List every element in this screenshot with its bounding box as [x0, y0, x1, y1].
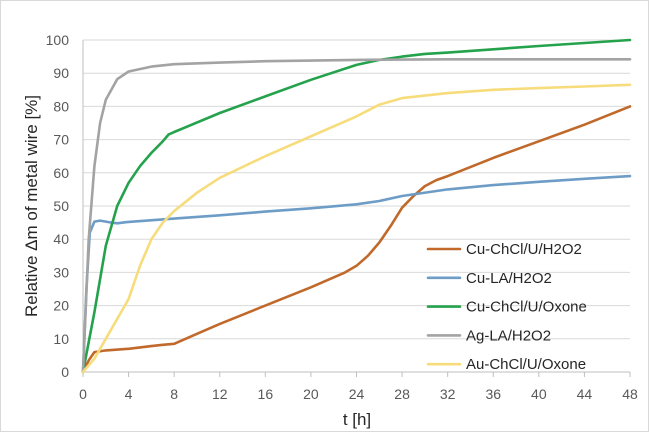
x-tick-label: 0: [79, 386, 87, 402]
x-tick-label: 12: [212, 386, 228, 402]
y-tick-labels: 0 10 20 30 40 50 60 70 80 90 100: [46, 32, 70, 380]
y-tick-label: 70: [53, 132, 69, 148]
y-tick-label: 80: [53, 98, 69, 114]
x-tick-label: 16: [258, 386, 274, 402]
legend: Cu-ChCl/U/H2O2 Cu-LA/H2O2 Cu-ChCl/U/Oxone A…: [426, 241, 587, 373]
y-tick-label: 10: [53, 331, 69, 347]
x-tick-label: 4: [125, 386, 133, 402]
y-tick-label: 100: [46, 32, 70, 48]
axes: [82, 40, 631, 377]
x-tick-label: 20: [303, 386, 319, 402]
series-line: [81, 38, 632, 374]
y-tick-label: 30: [53, 264, 69, 280]
series-line: [81, 83, 632, 374]
y-tick-label: 90: [53, 65, 69, 81]
y-tick-label: 50: [53, 198, 69, 214]
x-tick-label: 48: [622, 386, 638, 402]
x-tick-label: 44: [577, 386, 593, 402]
gridlines: [83, 39, 630, 340]
series-lines: [81, 38, 632, 374]
y-tick-label: 40: [53, 231, 69, 247]
y-tick-label: 60: [53, 165, 69, 181]
legend-label: Cu-ChCl/U/H2O2: [466, 241, 582, 258]
y-tick-label: 20: [53, 298, 69, 314]
x-tick-label: 8: [170, 386, 178, 402]
series-line: [81, 174, 632, 374]
x-tick-label: 36: [485, 386, 501, 402]
y-axis-title: Relative Δm of metal wire [%]: [22, 95, 41, 317]
x-tick-label: 24: [349, 386, 365, 402]
legend-label: Cu-ChCl/U/Oxone: [466, 299, 587, 316]
x-tick-label: 28: [394, 386, 410, 402]
x-tick-label: 32: [440, 386, 456, 402]
series-line: [81, 58, 632, 374]
series-line: [81, 105, 632, 374]
legend-label: Ag-LA/H2O2: [466, 327, 551, 344]
legend-label: Cu-LA/H2O2: [466, 270, 552, 287]
x-tick-labels: 0 4 8 12 16 20 24 28 32 36 40 44 48: [79, 386, 638, 402]
x-axis-title: t [h]: [343, 410, 371, 429]
legend-label: Au-ChCl/U/Oxone: [466, 356, 586, 373]
y-tick-label: 0: [61, 364, 69, 380]
x-tick-label: 40: [531, 386, 547, 402]
